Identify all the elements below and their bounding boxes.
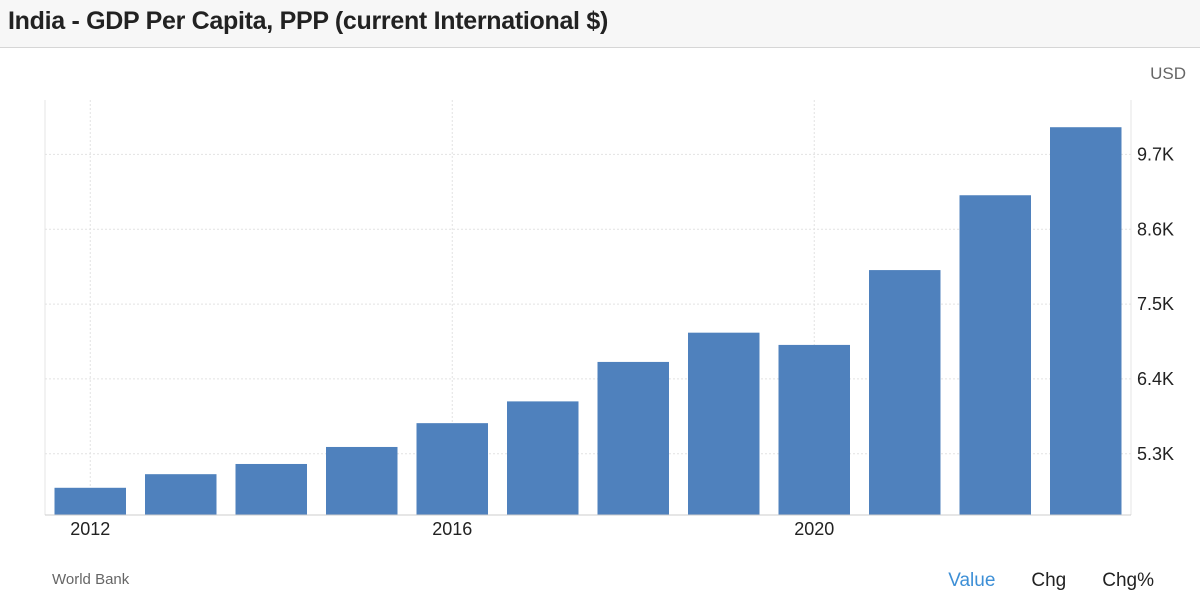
y-tick-label: 7.5K bbox=[1137, 294, 1174, 314]
bar-2013[interactable] bbox=[145, 474, 217, 515]
bar-2016[interactable] bbox=[416, 423, 488, 515]
bar-2014[interactable] bbox=[235, 463, 307, 515]
bar-2018[interactable] bbox=[597, 361, 669, 515]
bar-2020[interactable] bbox=[778, 344, 850, 515]
bar-2015[interactable] bbox=[326, 446, 398, 515]
bar-2012[interactable] bbox=[54, 487, 126, 515]
bars-layer bbox=[54, 127, 1122, 516]
chart-title: India - GDP Per Capita, PPP (current Int… bbox=[8, 7, 608, 35]
bar-2023[interactable] bbox=[1050, 127, 1122, 516]
grid-layer bbox=[44, 100, 1132, 515]
toggle-value[interactable]: Value bbox=[948, 570, 996, 591]
x-tick-label: 2012 bbox=[70, 519, 110, 539]
view-toggle-group: Value Chg Chg% bbox=[948, 570, 1154, 592]
y-tick-label: 9.7K bbox=[1137, 144, 1174, 164]
bar-2022[interactable] bbox=[959, 195, 1031, 515]
toggle-chg[interactable]: Chg bbox=[1031, 570, 1067, 591]
bar-2017[interactable] bbox=[507, 401, 579, 515]
axis-layer: 5.3K 6.4K 7.5K 8.6K 9.7K 2012 2016 2020 bbox=[45, 144, 1174, 539]
unit-label: USD bbox=[1150, 64, 1186, 83]
chart-header: India - GDP Per Capita, PPP (current Int… bbox=[0, 0, 1200, 48]
bar-2019[interactable] bbox=[688, 332, 760, 515]
y-tick-label: 8.6K bbox=[1137, 219, 1174, 239]
y-tick-label: 6.4K bbox=[1137, 369, 1174, 389]
source-label: World Bank bbox=[52, 571, 130, 588]
x-tick-label: 2020 bbox=[794, 519, 834, 539]
toggle-chg-percent[interactable]: Chg% bbox=[1102, 570, 1154, 591]
bar-2021[interactable] bbox=[869, 270, 941, 515]
x-tick-label: 2016 bbox=[432, 519, 472, 539]
y-tick-label: 5.3K bbox=[1137, 444, 1174, 464]
